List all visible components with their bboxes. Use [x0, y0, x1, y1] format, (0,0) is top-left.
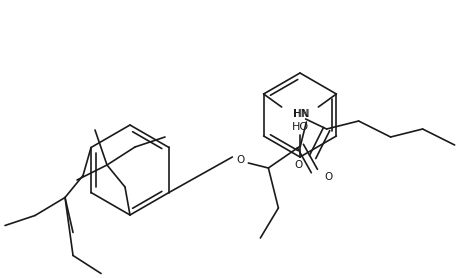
Text: O: O — [325, 172, 333, 182]
Text: HO: HO — [291, 122, 308, 132]
Text: O: O — [236, 155, 245, 165]
Text: HN: HN — [293, 109, 308, 119]
Text: O: O — [294, 160, 302, 170]
Text: HN: HN — [294, 109, 309, 119]
